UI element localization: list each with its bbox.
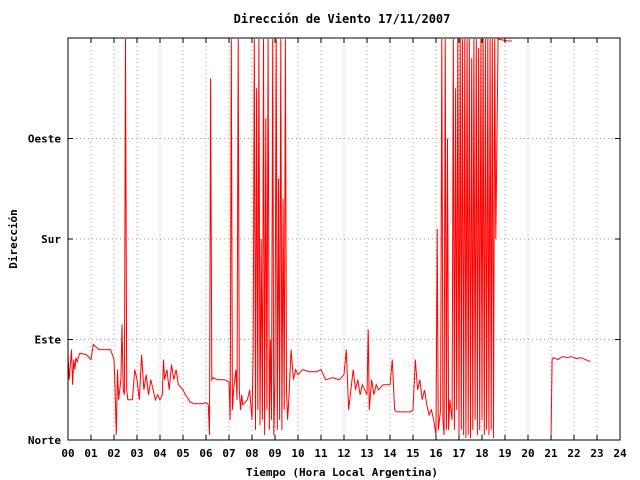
x-tick-label: 14 <box>383 447 397 460</box>
x-tick-label: 07 <box>222 447 235 460</box>
series-line-2 <box>550 356 591 441</box>
x-tick-label: 04 <box>153 447 167 460</box>
x-tick-label: 21 <box>544 447 558 460</box>
x-tick-label: 24 <box>613 447 627 460</box>
x-tick-label: 01 <box>84 447 98 460</box>
x-tick-label: 12 <box>337 447 350 460</box>
x-tick-label: 00 <box>61 447 74 460</box>
x-tick-label: 13 <box>360 447 373 460</box>
chart-title: Dirección de Viento 17/11/2007 <box>234 12 451 26</box>
x-tick-label: 16 <box>429 447 443 460</box>
x-tick-label: 06 <box>199 447 213 460</box>
x-tick-label: 17 <box>452 447 465 460</box>
x-tick-label: 20 <box>521 447 534 460</box>
x-tick-label: 02 <box>107 447 120 460</box>
x-tick-label: 15 <box>406 447 419 460</box>
x-axis-label: Tiempo (Hora Local Argentina) <box>246 466 438 479</box>
y-tick-label: Este <box>35 334 62 347</box>
x-tick-label: 11 <box>314 447 328 460</box>
x-tick-label: 09 <box>268 447 281 460</box>
x-tick-label: 03 <box>130 447 143 460</box>
series-layer <box>67 38 591 441</box>
x-tick-label: 18 <box>475 447 488 460</box>
x-tick-label: 08 <box>245 447 258 460</box>
x-tick-label: 10 <box>291 447 304 460</box>
x-tick-label: 23 <box>590 447 603 460</box>
tick-layer: 00 01 02 03 04 05 06 07 08 09 10 11 12 13 14 15 16 17 18 19… <box>28 38 627 460</box>
y-axis-label: Dirección <box>7 209 20 269</box>
x-tick-label: 22 <box>567 447 580 460</box>
y-tick-label: Oeste <box>28 133 61 146</box>
series-line-1 <box>67 38 512 439</box>
x-tick-label: 19 <box>498 447 511 460</box>
y-tick-label: Sur <box>41 233 61 246</box>
grid-layer <box>68 38 620 440</box>
y-tick-label: Norte <box>28 434 61 447</box>
x-tick-label: 05 <box>176 447 189 460</box>
